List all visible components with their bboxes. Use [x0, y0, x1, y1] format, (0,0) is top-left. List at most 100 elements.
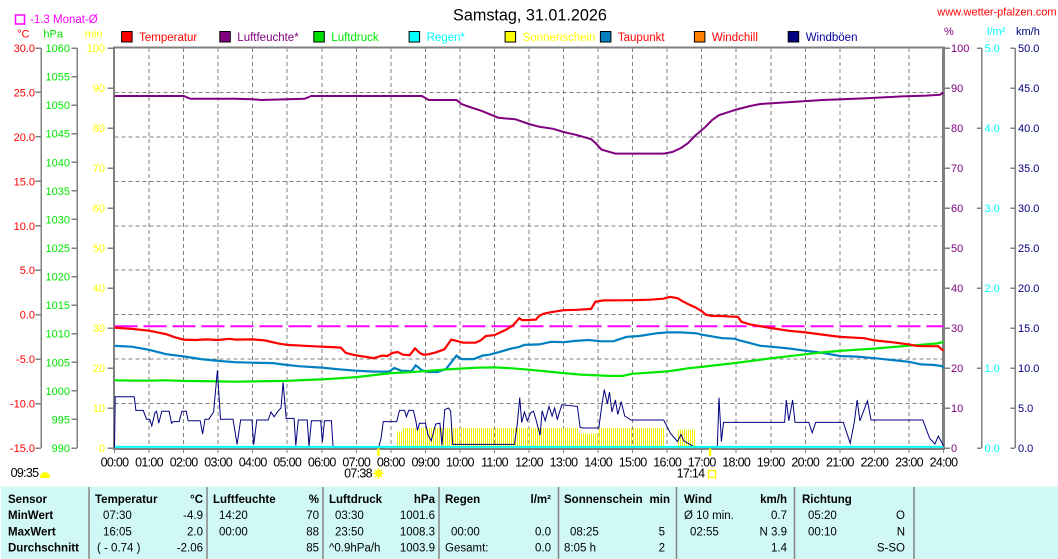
svg-text:60: 60 — [951, 203, 963, 215]
svg-text:0.0: 0.0 — [535, 527, 551, 539]
svg-text:2: 2 — [659, 543, 665, 555]
svg-text:25.0: 25.0 — [14, 87, 35, 99]
svg-text:°C: °C — [17, 29, 29, 41]
svg-text:min: min — [85, 29, 103, 41]
svg-text:45.0: 45.0 — [1018, 83, 1039, 95]
svg-text:4.0: 4.0 — [985, 123, 1000, 135]
svg-text:10.0: 10.0 — [14, 221, 35, 233]
svg-text:15.0: 15.0 — [14, 176, 35, 188]
svg-text:%: % — [309, 494, 319, 506]
svg-text:15:00: 15:00 — [619, 456, 648, 470]
svg-text:20.0: 20.0 — [14, 132, 35, 144]
svg-text:04:00: 04:00 — [239, 456, 268, 470]
svg-text:0.0: 0.0 — [985, 443, 1000, 455]
svg-text:40: 40 — [951, 283, 963, 295]
svg-text:40: 40 — [93, 283, 105, 295]
svg-text:12:00: 12:00 — [515, 456, 544, 470]
svg-text:-10.0: -10.0 — [10, 399, 35, 411]
svg-text:30.0: 30.0 — [14, 43, 35, 55]
svg-text:90: 90 — [951, 83, 963, 95]
svg-text:03:00: 03:00 — [204, 456, 233, 470]
svg-text:100: 100 — [951, 43, 969, 55]
svg-text:Luftfeuchte: Luftfeuchte — [213, 494, 276, 506]
svg-text:1020: 1020 — [46, 272, 70, 284]
svg-text:20: 20 — [93, 363, 105, 375]
svg-text:Taupunkt: Taupunkt — [618, 32, 665, 44]
svg-text:24:00: 24:00 — [930, 456, 959, 470]
svg-text:Temperatur: Temperatur — [95, 494, 158, 506]
svg-text:Richtung: Richtung — [802, 494, 852, 506]
svg-text:00:00: 00:00 — [101, 456, 130, 470]
svg-text:18:00: 18:00 — [722, 456, 751, 470]
svg-text:N: N — [897, 527, 905, 539]
svg-text:50.0: 50.0 — [1018, 43, 1039, 55]
svg-text:Sonnenschein: Sonnenschein — [564, 494, 643, 506]
svg-text:02:00: 02:00 — [170, 456, 199, 470]
svg-text:km/h: km/h — [1016, 26, 1040, 38]
svg-text:30: 30 — [951, 323, 963, 335]
svg-text:08:25: 08:25 — [570, 527, 599, 539]
svg-text:23:50: 23:50 — [335, 527, 364, 539]
svg-text:^0.9hPa/h: ^0.9hPa/h — [329, 543, 380, 555]
svg-text:03:30: 03:30 — [335, 510, 364, 522]
svg-text:-2.06: -2.06 — [177, 543, 203, 555]
svg-text:5.0: 5.0 — [1018, 403, 1033, 415]
svg-text:06:00: 06:00 — [308, 456, 337, 470]
svg-text:1003.9: 1003.9 — [400, 543, 435, 555]
svg-text:N 3.9: N 3.9 — [760, 527, 788, 539]
svg-text:Sonnenschein: Sonnenschein — [523, 32, 596, 44]
svg-text:10:00: 10:00 — [446, 456, 475, 470]
svg-text:1055: 1055 — [46, 72, 70, 84]
svg-text:( - 0.74 ): ( - 0.74 ) — [97, 543, 141, 555]
svg-text:13:00: 13:00 — [550, 456, 579, 470]
svg-text:5: 5 — [659, 527, 665, 539]
svg-text:-15.0: -15.0 — [10, 443, 35, 455]
svg-text:35.0: 35.0 — [1018, 163, 1039, 175]
svg-text:1030: 1030 — [46, 214, 70, 226]
svg-text:10.0: 10.0 — [1018, 363, 1039, 375]
svg-text:www.wetter-pfalzen.com: www.wetter-pfalzen.com — [936, 7, 1056, 19]
svg-text:0: 0 — [951, 443, 957, 455]
svg-text:-1.3 Monat-Ø: -1.3 Monat-Ø — [30, 14, 98, 26]
svg-text:S-SO: S-SO — [877, 543, 905, 555]
svg-text:%: % — [944, 26, 954, 38]
svg-text:09:35: 09:35 — [11, 466, 40, 480]
svg-text:990: 990 — [52, 443, 70, 455]
svg-text:1015: 1015 — [46, 300, 70, 312]
svg-text:1035: 1035 — [46, 186, 70, 198]
svg-text:km/h: km/h — [760, 494, 787, 506]
svg-text:10: 10 — [951, 403, 963, 415]
svg-text:1.0: 1.0 — [985, 363, 1000, 375]
svg-text:19:00: 19:00 — [757, 456, 786, 470]
svg-text:Sensor: Sensor — [8, 494, 48, 506]
svg-text:15.0: 15.0 — [1018, 323, 1039, 335]
svg-text:70: 70 — [93, 163, 105, 175]
svg-text:70: 70 — [951, 163, 963, 175]
svg-text:70: 70 — [306, 510, 319, 522]
svg-text:07:00: 07:00 — [342, 456, 371, 470]
svg-text:00:00: 00:00 — [219, 527, 248, 539]
svg-text:85: 85 — [306, 543, 319, 555]
svg-text:-4.9: -4.9 — [183, 510, 203, 522]
svg-text:11:00: 11:00 — [481, 456, 509, 470]
svg-text:Temperatur: Temperatur — [139, 32, 197, 44]
svg-text:hPa: hPa — [414, 494, 436, 506]
svg-text:MinWert: MinWert — [8, 510, 53, 522]
svg-text:Gesamt:: Gesamt: — [445, 543, 488, 555]
svg-text:23:00: 23:00 — [895, 456, 924, 470]
svg-text:20:00: 20:00 — [791, 456, 820, 470]
svg-text:Windchill: Windchill — [712, 32, 758, 44]
svg-text:0.0: 0.0 — [1018, 443, 1033, 455]
svg-text:5.0: 5.0 — [985, 43, 1000, 55]
svg-text:00:00: 00:00 — [451, 527, 480, 539]
svg-text:1050: 1050 — [46, 100, 70, 112]
svg-text:1005: 1005 — [46, 357, 70, 369]
svg-text:05:00: 05:00 — [273, 456, 302, 470]
svg-text:100: 100 — [87, 43, 105, 55]
svg-text:05:20: 05:20 — [808, 510, 837, 522]
svg-text:Durchschnitt: Durchschnitt — [8, 543, 79, 555]
svg-text:MaxWert: MaxWert — [8, 527, 56, 539]
svg-text:1060: 1060 — [46, 43, 70, 55]
svg-text:l/m²: l/m² — [987, 26, 1006, 38]
svg-text:1.4: 1.4 — [771, 543, 788, 555]
